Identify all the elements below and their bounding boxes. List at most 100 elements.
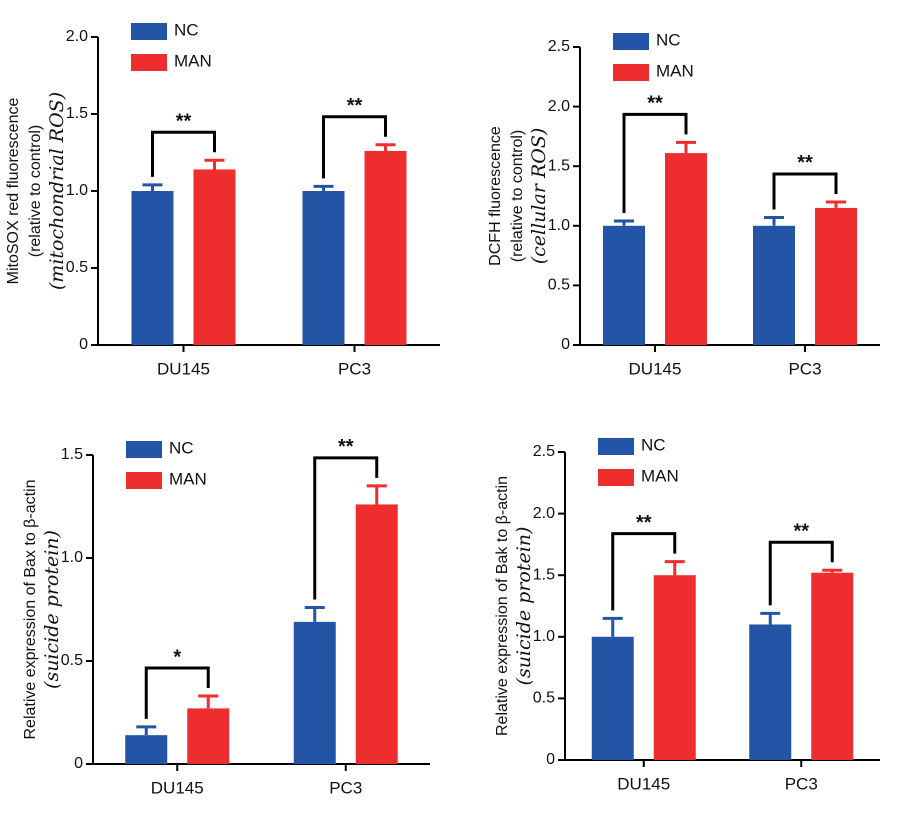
y-tick-label: 0.5 [66,259,88,276]
y-axis-label: Relative expression of Bax to β-actin [22,480,39,740]
significance-bracket [611,532,677,611]
x-tick-label: DU145 [629,359,682,378]
bar [364,150,407,345]
y-tick-label: 2.0 [533,505,555,522]
legend-label: NC [641,435,666,454]
y-tick-label: 0 [79,336,88,353]
error-bar [826,200,846,208]
bar [665,153,707,345]
bar [302,191,345,345]
y-axis-label: DCFH fluorescence [487,126,504,266]
legend-swatch [131,23,167,40]
y-axis-label: Relative expression of Bak to β-actin [494,476,511,736]
y-axis-label: MitoSOX red fluorescence [5,98,22,285]
bar [355,504,398,764]
error-bar [614,219,634,226]
y-tick-label: 0 [74,755,83,772]
x-tick-label: PC3 [338,359,371,378]
legend-label: NC [169,438,194,457]
y-tick-label: 0.5 [548,277,570,294]
error-bar [676,140,696,154]
legend-swatch [613,33,649,50]
error-bar [304,605,325,622]
y-tick-label: 1.5 [548,157,570,174]
y-axis-note: (mitochondrial ROS) [46,92,68,290]
error-bar [822,568,843,573]
significance-bracket [772,172,838,210]
error-bar [602,616,623,637]
legend-label: NC [174,20,199,39]
significance-label: ** [636,512,652,534]
x-tick-label: DU145 [157,359,210,378]
legend-swatch [126,441,162,458]
y-tick-label: 2.5 [548,38,570,55]
x-tick-label: PC3 [329,778,362,797]
legend-label: NC [656,30,681,49]
significance-bracket [313,456,379,600]
bar [131,191,174,345]
y-axis-label: (relative to control) [27,125,44,258]
y-tick-label: 2.5 [533,443,555,460]
y-axis-note: (cellular ROS) [528,128,550,265]
y-axis-note: (suicide protein) [513,527,535,686]
x-tick-label: DU145 [617,774,670,793]
panel: 0 0.5 1.0 1.5 2.0 MitoSOX red fluorescence (re… [5,20,440,378]
panel: 0 0.5 1.0 1.5 Relative expression of Bax to … [22,436,430,797]
significance-bracket [144,666,210,719]
x-tick-label: PC3 [785,774,818,793]
legend-swatch [131,54,167,71]
error-bar [760,611,781,625]
bar [653,575,696,760]
y-axis-note: (suicide protein) [41,530,63,689]
error-bar [142,183,163,191]
error-bar [366,484,387,505]
bar [591,636,634,760]
significance-label: ** [347,95,363,117]
y-tick-label: 1.0 [66,182,88,199]
y-tick-label: 2.0 [66,28,88,45]
bar [125,735,168,764]
legend-swatch [598,438,634,455]
y-tick-label: 0.5 [533,690,555,707]
panel: 0 0.5 1.0 1.5 2.0 2.5 Relative expression of B… [494,435,880,793]
significance-label: ** [176,110,192,132]
bar [753,225,795,345]
error-bar [198,694,219,709]
significance-label: ** [793,521,809,543]
y-tick-label: 1.5 [61,446,83,463]
legend-label: MAN [656,61,694,80]
y-tick-label: 1.5 [533,566,555,583]
bar [187,708,230,764]
error-bar [204,158,225,170]
significance-bracket [622,112,688,214]
error-bar [136,725,157,736]
x-tick-label: PC3 [788,359,821,378]
y-tick-label: 1.5 [66,105,88,122]
significance-label: ** [647,93,663,115]
y-tick-label: 0.5 [61,652,83,669]
bar [603,225,645,345]
legend-swatch [126,472,162,489]
legend-swatch [598,469,634,486]
y-tick-label: 1.0 [548,217,570,234]
y-tick-label: 1.0 [533,628,555,645]
bar [293,621,336,764]
y-tick-label: 1.0 [61,549,83,566]
y-tick-label: 2.0 [548,98,570,115]
error-bar [375,143,396,151]
x-tick-label: DU145 [151,778,204,797]
bar [811,572,854,760]
error-bar [664,560,685,576]
significance-label: ** [797,152,813,174]
y-axis-label: (relative to control) [509,130,526,263]
significance-label: * [173,646,181,668]
bar [815,207,857,345]
significance-bracket [322,115,387,179]
y-tick-label: 0 [546,751,555,768]
panel: 0 0.5 1.0 1.5 2.0 2.5 DCFH fluorescence (relati… [487,30,880,378]
error-bar [764,215,784,226]
y-tick-label: 0 [561,336,570,353]
significance-label: ** [338,436,354,458]
legend-label: MAN [174,51,212,70]
